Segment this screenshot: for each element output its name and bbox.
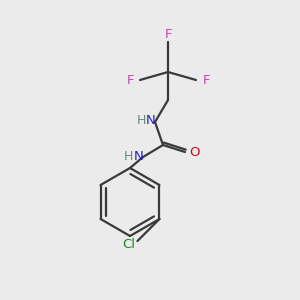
Text: N: N [146,115,156,128]
Text: O: O [190,146,200,158]
Text: F: F [164,28,172,40]
Text: H: H [136,115,146,128]
Text: Cl: Cl [122,238,135,251]
Text: N: N [134,149,144,163]
Text: F: F [202,74,210,86]
Text: F: F [126,74,134,86]
Text: H: H [123,149,133,163]
